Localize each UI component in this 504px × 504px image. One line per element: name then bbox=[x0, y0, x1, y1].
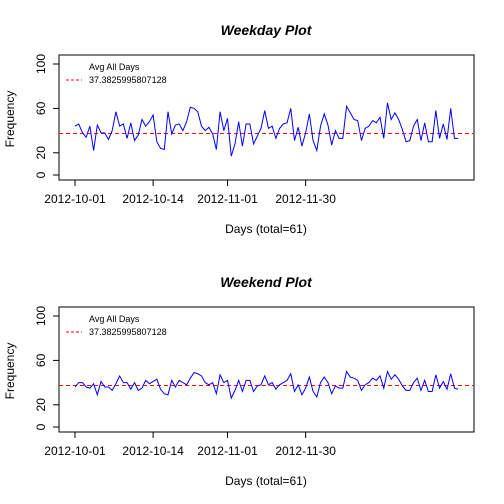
legend: Avg All Days 37.3825995807128 bbox=[66, 62, 167, 85]
weekday-chart: Weekday Plot Frequency Days (total=61) 0… bbox=[3, 22, 475, 236]
legend-entry: 37.3825995807128 bbox=[89, 75, 167, 85]
x-axis-label: Days (total=61) bbox=[225, 222, 307, 236]
x-tick-label: 2012-10-01 bbox=[44, 444, 106, 458]
weekend-frequency-line bbox=[74, 369, 459, 400]
x-tick-label: 2012-10-14 bbox=[122, 192, 184, 206]
y-tick-label: 100 bbox=[34, 54, 48, 74]
weekend-chart: Weekend Plot Frequency Days (total=61) 0… bbox=[3, 274, 475, 488]
y-axis-label: Frequency bbox=[3, 91, 17, 148]
y-tick-label: 20 bbox=[34, 146, 48, 160]
y-tick-label: 60 bbox=[34, 353, 48, 367]
x-tick-label: 2012-11-01 bbox=[197, 444, 258, 458]
weekday-frequency-line bbox=[74, 102, 459, 157]
x-tick-label: 2012-11-30 bbox=[275, 192, 336, 206]
x-tick-label: 2012-10-14 bbox=[122, 444, 184, 458]
x-tick-label: 2012-11-01 bbox=[197, 192, 258, 206]
x-axis: 2012-10-01 2012-10-14 2012-11-01 2012-11-30 bbox=[44, 432, 336, 458]
y-tick-label: 0 bbox=[34, 423, 48, 430]
y-axis: 0 20 60 100 bbox=[34, 54, 59, 178]
legend-title: Avg All Days bbox=[89, 62, 140, 72]
plot-frame bbox=[58, 54, 475, 181]
legend-title: Avg All Days bbox=[89, 314, 140, 324]
y-tick-label: 60 bbox=[34, 101, 48, 115]
y-tick-label: 20 bbox=[34, 398, 48, 412]
y-tick-label: 0 bbox=[34, 171, 48, 178]
y-axis-label: Frequency bbox=[3, 343, 17, 400]
plot-frame bbox=[58, 306, 475, 433]
x-tick-label: 2012-10-01 bbox=[44, 192, 106, 206]
x-tick-label: 2012-11-30 bbox=[275, 444, 336, 458]
chart-title: Weekend Plot bbox=[220, 274, 313, 290]
legend: Avg All Days 37.3825995807128 bbox=[66, 314, 167, 337]
legend-entry: 37.3825995807128 bbox=[89, 327, 167, 337]
y-axis: 0 20 60 100 bbox=[34, 306, 59, 430]
x-axis: 2012-10-01 2012-10-14 2012-11-01 2012-11-30 bbox=[44, 180, 336, 206]
chart-title: Weekday Plot bbox=[221, 22, 313, 38]
x-axis-label: Days (total=61) bbox=[225, 474, 307, 488]
y-tick-label: 100 bbox=[34, 306, 48, 326]
